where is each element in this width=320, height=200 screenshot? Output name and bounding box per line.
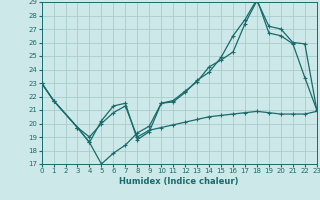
- X-axis label: Humidex (Indice chaleur): Humidex (Indice chaleur): [119, 177, 239, 186]
